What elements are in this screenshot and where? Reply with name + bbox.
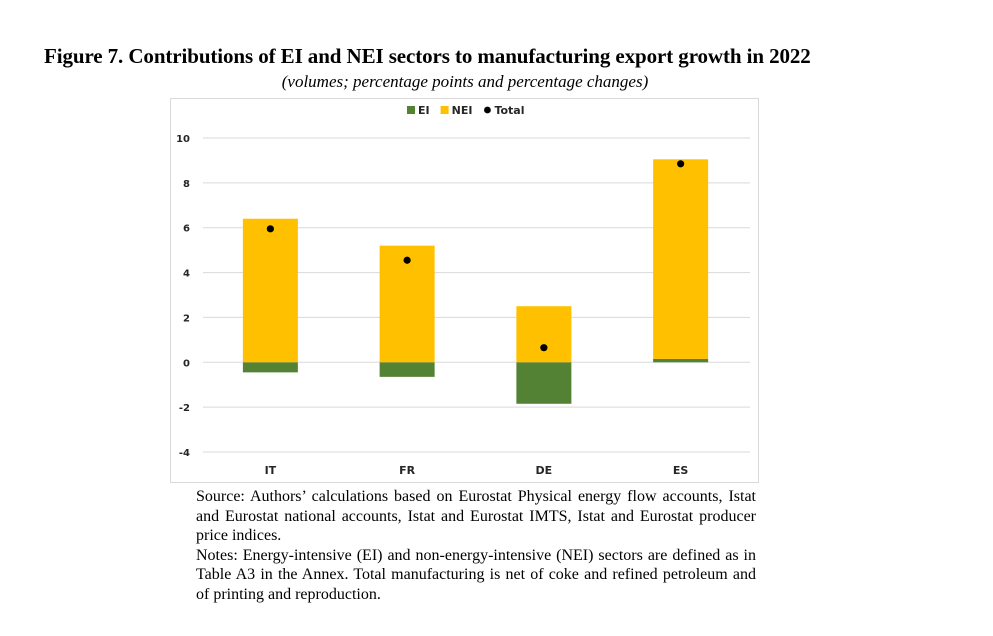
legend-swatch-nei [440, 106, 449, 114]
bar-ei-it [242, 362, 298, 373]
y-axis-ticks: -4 -2 0 2 4 6 8 10 [176, 134, 190, 459]
y-tick-label: 4 [183, 269, 190, 280]
legend: EI NEI Total [407, 104, 525, 117]
point-total-fr [403, 256, 411, 264]
legend-swatch-ei [407, 106, 415, 114]
bar-ei-es [653, 358, 709, 363]
x-axis-categories: IT FR DE ES [265, 464, 689, 477]
y-tick-label: -2 [179, 403, 190, 414]
legend-marker-total [484, 106, 491, 114]
bar-nei-fr [379, 245, 435, 363]
bars [242, 159, 709, 404]
source-note: Source: Authors’ calculations based on E… [196, 488, 756, 544]
figure-notes: Source: Authors’ calculations based on E… [196, 487, 756, 604]
y-tick-label: 0 [183, 358, 190, 369]
x-category-label: DE [536, 464, 553, 477]
y-tick-label: -4 [179, 448, 190, 459]
x-category-label: IT [265, 464, 277, 477]
total-points [266, 160, 685, 352]
figure-title: Figure 7. Contributions of EI and NEI se… [44, 44, 811, 68]
bar-ei-fr [379, 362, 435, 377]
x-category-label: FR [399, 464, 416, 477]
point-total-it [266, 225, 274, 233]
point-total-de [540, 344, 548, 352]
chart-frame [170, 98, 759, 483]
y-tick-label: 6 [183, 224, 190, 235]
y-tick-label: 2 [183, 313, 190, 324]
x-category-label: ES [673, 464, 689, 477]
bar-nei-es [653, 159, 709, 359]
bar-nei-de [516, 306, 572, 363]
y-tick-label: 10 [176, 134, 190, 145]
figure-subtitle: (volumes; percentage points and percenta… [281, 72, 649, 91]
legend-label-nei: NEI [452, 104, 473, 117]
point-total-es [677, 160, 685, 168]
y-tick-label: 8 [183, 179, 190, 190]
bar-nei-it [242, 218, 298, 363]
legend-label-ei: EI [418, 104, 430, 117]
definitions-note: Notes: Energy-intensive (EI) and non-ene… [196, 546, 756, 603]
legend-label-total: Total [494, 104, 524, 117]
bar-ei-de [516, 362, 572, 404]
